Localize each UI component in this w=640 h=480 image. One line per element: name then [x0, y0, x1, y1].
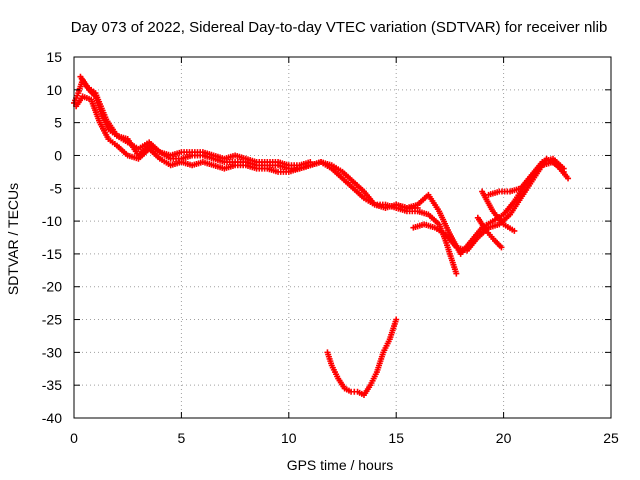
track-late-e-point-3: [511, 227, 518, 234]
x-tick-label-10: 10: [281, 430, 297, 446]
y-tick-label-15: 15: [46, 49, 62, 65]
track-late-a-point-16: [565, 175, 572, 182]
x-tick-label-0: 0: [70, 430, 78, 446]
y-tick-label-0: 0: [54, 147, 62, 163]
y-tick-label-10: 10: [46, 82, 62, 98]
tick-labels: 0 5 10 15 20 25 15 10 5 0 -5 -10 -15 -20 -25 -30 -35 -40: [42, 49, 619, 446]
x-tick-label-20: 20: [496, 430, 512, 446]
y-axis-label: SDTVAR / TECUs: [5, 183, 21, 295]
y-tick-label-5: 5: [54, 115, 62, 131]
data-points: [71, 73, 572, 399]
track-dip-point-11: [393, 316, 400, 323]
x-tick-label-5: 5: [178, 430, 186, 446]
axis-ticks: [73, 56, 612, 419]
track-main-c-point-22: [307, 159, 314, 166]
grid-lines: [74, 57, 611, 418]
x-axis-label: GPS time / hours: [287, 457, 394, 473]
x-tick-label-15: 15: [388, 430, 404, 446]
plot-frame: [73, 56, 612, 419]
track-late-d-point-3: [498, 244, 505, 251]
y-tick-label--35: -35: [42, 377, 62, 393]
track-late-b-point-5: [453, 270, 460, 277]
y-tick-label--20: -20: [42, 279, 62, 295]
track-late-f-point-7: [560, 165, 567, 172]
y-tick-label--25: -25: [42, 312, 62, 328]
x-tick-label-25: 25: [603, 430, 619, 446]
y-tick-label--40: -40: [42, 410, 62, 426]
chart-title: Day 073 of 2022, Sidereal Day-to-day VTE…: [71, 19, 608, 36]
y-tick-label--15: -15: [42, 246, 62, 262]
y-tick-label--30: -30: [42, 344, 62, 360]
y-tick-label--10: -10: [42, 213, 62, 229]
y-tick-label--5: -5: [50, 180, 63, 196]
